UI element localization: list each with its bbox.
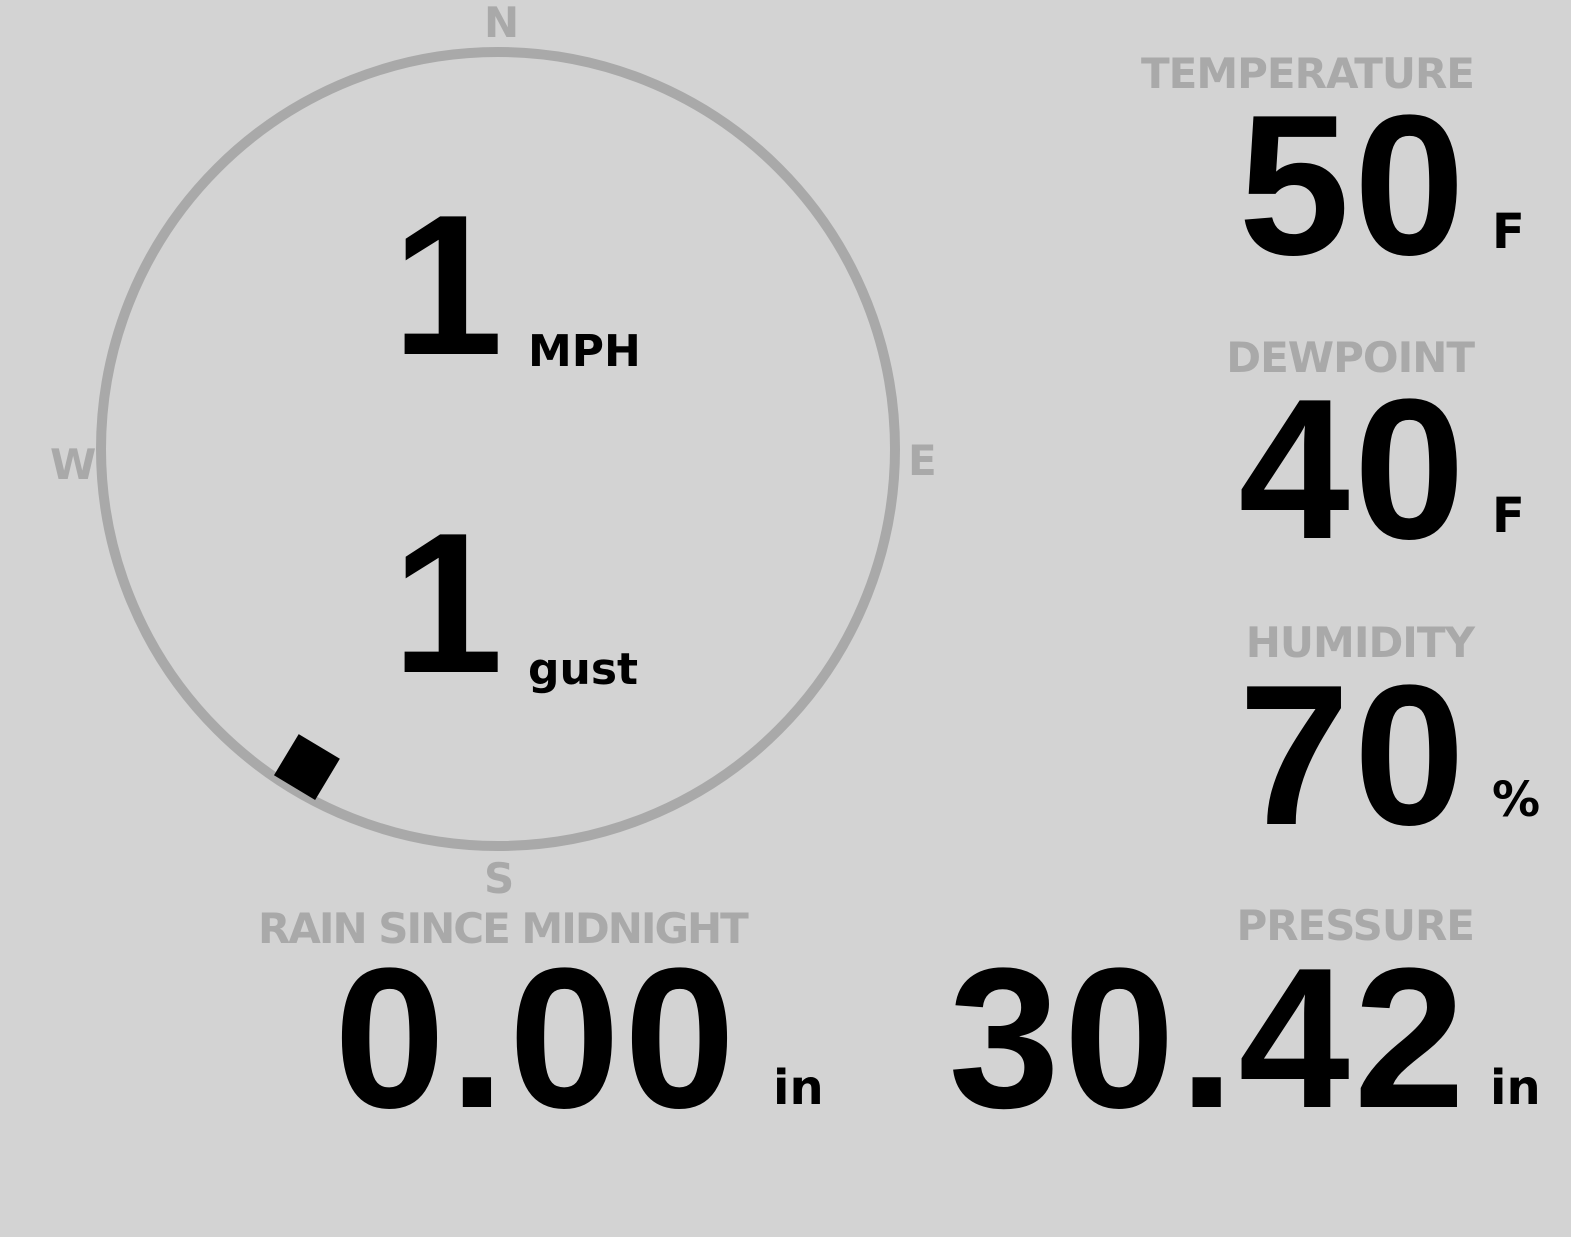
humidity-unit: % [1492, 772, 1541, 828]
temperature-unit: F [1492, 204, 1525, 260]
compass-east: E [908, 436, 937, 485]
compass-west: W [50, 440, 97, 489]
dewpoint-unit: F [1492, 488, 1525, 544]
pressure-label: PRESSURE [1236, 901, 1475, 950]
humidity-label: HUMIDITY [1245, 618, 1475, 667]
dewpoint-label: DEWPOINT [1226, 333, 1475, 382]
rain-value: 0.00 [334, 927, 740, 1150]
compass-south: S [484, 854, 515, 903]
compass-ring [96, 47, 900, 851]
rain-label: RAIN SINCE MIDNIGHT [258, 904, 749, 953]
pressure-value: 30.42 [948, 927, 1469, 1150]
temperature-value: 50 [1238, 74, 1469, 297]
pressure-unit: in [1490, 1060, 1541, 1116]
wind-gust-value: 1 [392, 492, 508, 715]
wind-direction-marker [273, 734, 340, 800]
rain-unit: in [773, 1060, 824, 1116]
compass-north: N [484, 0, 520, 47]
humidity-value: 70 [1238, 644, 1469, 867]
dewpoint-value: 40 [1238, 358, 1469, 581]
wind-speed-value: 1 [392, 174, 508, 397]
wind-compass [96, 47, 900, 851]
wind-gust-unit: gust [528, 644, 639, 695]
temperature-label: TEMPERATURE [1141, 49, 1475, 98]
wind-speed-unit: MPH [528, 326, 641, 377]
